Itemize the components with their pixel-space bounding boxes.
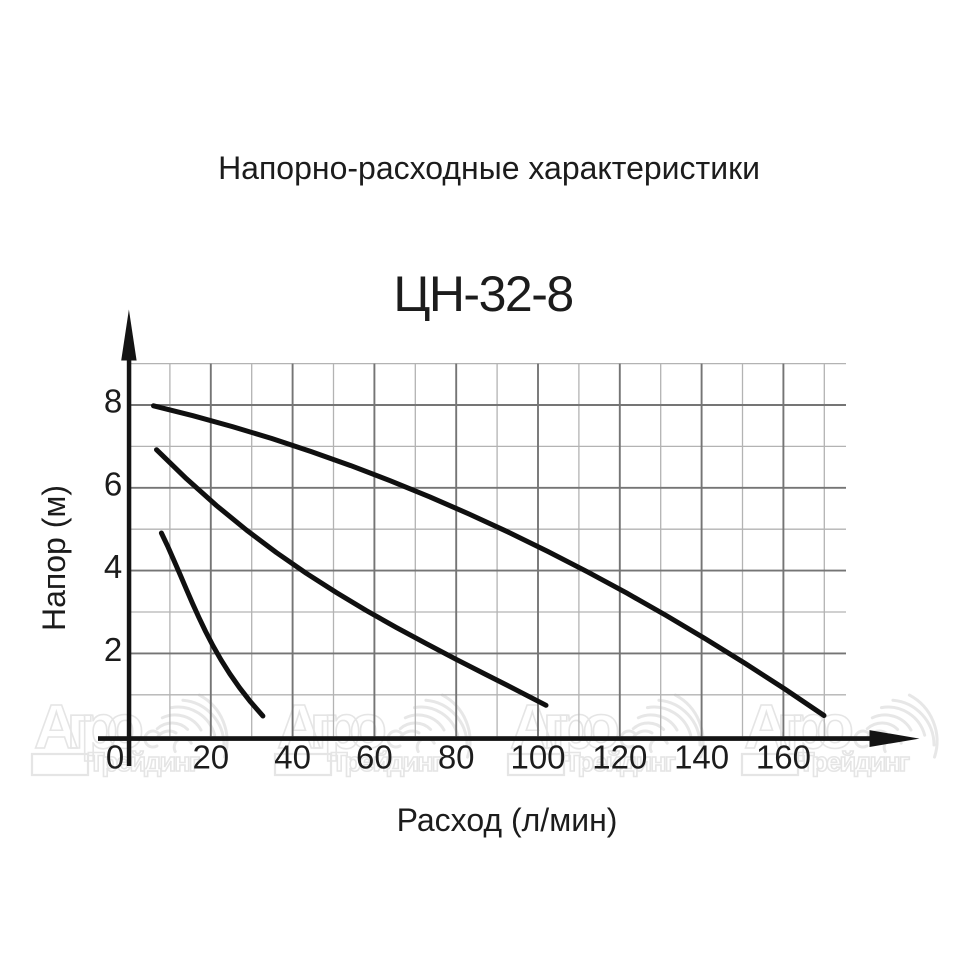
svg-text:8: 8 bbox=[104, 383, 122, 420]
svg-text:4: 4 bbox=[104, 548, 122, 585]
svg-text:6: 6 bbox=[104, 465, 122, 502]
svg-text:Напорно-расходные характеристи: Напорно-расходные характеристики bbox=[218, 150, 760, 186]
svg-text:Трейдинг: Трейдинг bbox=[331, 747, 443, 777]
svg-text:Трейдинг: Трейдинг bbox=[88, 747, 200, 777]
svg-text:Агро: Агро bbox=[277, 693, 387, 762]
svg-text:Расход (л/мин): Расход (л/мин) bbox=[397, 802, 618, 838]
svg-text:Агро: Агро bbox=[510, 693, 620, 762]
svg-text:Напор (м): Напор (м) bbox=[36, 485, 72, 631]
svg-text:20: 20 bbox=[192, 738, 229, 775]
svg-text:120: 120 bbox=[592, 738, 647, 775]
svg-text:ЦН-32-8: ЦН-32-8 bbox=[393, 266, 572, 322]
svg-text:40: 40 bbox=[274, 738, 311, 775]
svg-text:Трейдинг: Трейдинг bbox=[564, 747, 676, 777]
svg-text:2: 2 bbox=[104, 631, 122, 668]
svg-text:Агро: Агро bbox=[744, 693, 854, 762]
svg-text:0: 0 bbox=[106, 738, 124, 775]
svg-text:60: 60 bbox=[356, 738, 393, 775]
svg-text:100: 100 bbox=[510, 738, 565, 775]
svg-text:140: 140 bbox=[674, 738, 729, 775]
svg-text:160: 160 bbox=[756, 738, 811, 775]
svg-text:Агро: Агро bbox=[34, 693, 144, 762]
svg-text:Трейдинг: Трейдинг bbox=[798, 747, 910, 777]
svg-text:80: 80 bbox=[438, 738, 475, 775]
